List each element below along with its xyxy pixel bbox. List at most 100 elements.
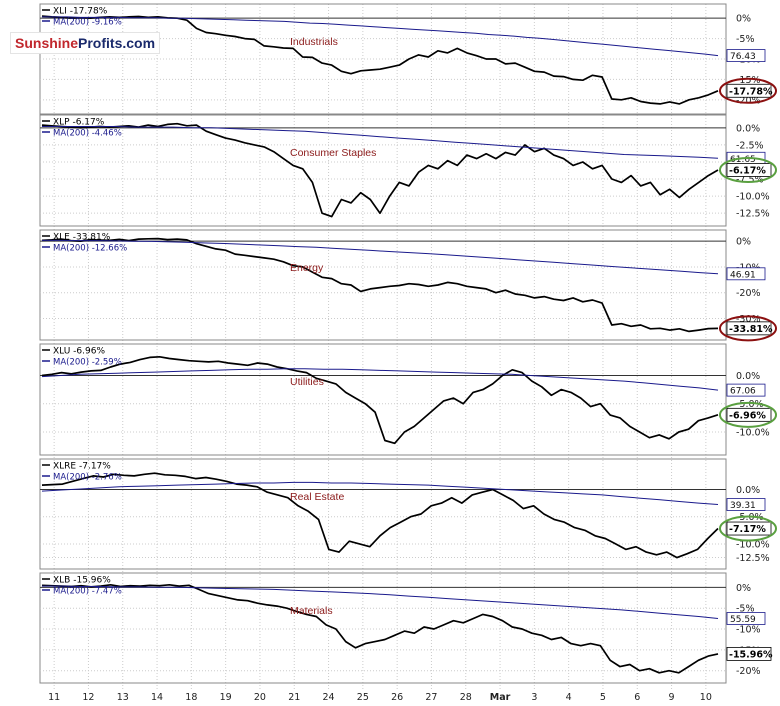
y-tick-label: -7.5% bbox=[736, 175, 764, 186]
panel-title: Materials bbox=[290, 605, 333, 617]
price-series-line bbox=[41, 15, 719, 105]
y-tick-label: -20% bbox=[736, 666, 761, 677]
x-tick-label: 6 bbox=[634, 692, 640, 702]
price-series-line bbox=[41, 355, 719, 445]
y-tick-label: 0.0% bbox=[736, 123, 760, 134]
x-tick-label: 5 bbox=[600, 692, 606, 702]
price-last-pct: -15.96% bbox=[729, 649, 773, 660]
panel-frame bbox=[39, 114, 727, 227]
price-last-pct: -33.81% bbox=[729, 324, 773, 335]
ma-last-value-box bbox=[726, 267, 766, 281]
price-series-line bbox=[41, 472, 719, 559]
price-last-value-box bbox=[726, 407, 772, 422]
panel-frame bbox=[39, 572, 727, 684]
brand-logo: SunshineProfits.com bbox=[10, 32, 161, 54]
y-tick-label: -5.0% bbox=[736, 399, 764, 410]
y-tick-label: -10.0% bbox=[736, 428, 770, 439]
x-tick-label: 27 bbox=[425, 692, 437, 702]
y-tick-label: 0.0% bbox=[736, 485, 760, 496]
red-highlight-circle bbox=[719, 77, 777, 104]
ma-last-value-box bbox=[726, 612, 766, 625]
panel-title: Consumer Staples bbox=[290, 147, 376, 159]
x-tick-label: 13 bbox=[117, 692, 129, 702]
y-tick-label: -10% bbox=[736, 625, 761, 636]
price-last-pct: -7.17% bbox=[729, 524, 766, 535]
x-tick-label: 28 bbox=[460, 692, 472, 702]
price-last-pct: -17.78% bbox=[729, 86, 773, 97]
y-tick-label: -12.5% bbox=[736, 209, 770, 220]
ma-last-price: 61.65 bbox=[730, 155, 756, 165]
y-tick-label: -5% bbox=[736, 604, 755, 615]
legend-ma-label: MA(200) -4.46% bbox=[53, 129, 122, 139]
x-tick-label: 18 bbox=[185, 692, 197, 702]
ma200-series-line bbox=[41, 481, 719, 505]
y-tick-label: 0% bbox=[736, 14, 751, 25]
x-tick-label: 26 bbox=[391, 692, 403, 702]
legend-price-label: XLE -33.81% bbox=[53, 233, 111, 243]
ma-last-price: 55.59 bbox=[730, 615, 756, 625]
x-tick-label: 3 bbox=[531, 692, 537, 702]
y-tick-label: -20% bbox=[736, 288, 761, 299]
x-tick-label: 21 bbox=[288, 692, 300, 702]
y-tick-label: -5% bbox=[736, 34, 755, 45]
legend-price-label: XLP -6.17% bbox=[53, 118, 105, 128]
ma-last-price: 76.43 bbox=[730, 52, 756, 62]
x-tick-label: 12 bbox=[82, 692, 94, 702]
x-tick-label: 14 bbox=[151, 692, 163, 702]
y-tick-label: -12.5% bbox=[736, 553, 770, 564]
panel-title: Energy bbox=[290, 262, 324, 274]
price-last-value-box bbox=[726, 646, 772, 661]
y-tick-label: -5.0% bbox=[736, 512, 764, 523]
ma200-series-line bbox=[41, 368, 719, 391]
legend-ma-label: MA(200) -7.47% bbox=[53, 587, 122, 597]
legend-ma-label: MA(200) -12.66% bbox=[53, 244, 127, 254]
y-tick-label: -10.0% bbox=[736, 539, 770, 550]
ma-last-value-box bbox=[726, 498, 766, 511]
price-last-value-box bbox=[726, 163, 772, 177]
panel-title: Utilities bbox=[290, 376, 324, 388]
ma200-series-line bbox=[42, 585, 719, 619]
y-tick-label: 0% bbox=[736, 583, 751, 594]
ma200-series-line bbox=[42, 239, 719, 275]
y-tick-label: -10.0% bbox=[736, 192, 770, 203]
ma-last-value-box bbox=[726, 49, 766, 62]
x-tick-label: 24 bbox=[323, 692, 335, 702]
ma-last-price: 46.91 bbox=[730, 270, 756, 280]
price-series-line bbox=[41, 122, 719, 218]
legend-price-label: XLU -6.96% bbox=[53, 347, 105, 357]
ma200-series-line bbox=[42, 126, 719, 159]
legend-ma-label: MA(200) -2.76% bbox=[53, 473, 122, 483]
x-tick-label: 25 bbox=[357, 692, 369, 702]
legend-price-label: XLI -17.78% bbox=[53, 7, 108, 17]
price-series-line bbox=[41, 237, 719, 333]
legend-price-label: XLRE -7.17% bbox=[53, 462, 111, 472]
y-tick-label: -2.5% bbox=[736, 140, 764, 151]
price-last-pct: -6.96% bbox=[729, 410, 766, 421]
ma-last-price: 39.31 bbox=[730, 501, 756, 511]
y-tick-label: 0% bbox=[736, 237, 751, 248]
ma-last-value-box bbox=[726, 383, 766, 397]
red-highlight-circle bbox=[719, 315, 777, 342]
legend-price-label: XLB -15.96% bbox=[53, 576, 111, 586]
y-tick-label: 0.0% bbox=[736, 371, 760, 382]
ma200-series-line bbox=[42, 16, 719, 57]
ma-last-price: 67.06 bbox=[730, 387, 756, 397]
x-tick-label: 19 bbox=[220, 692, 232, 702]
brand-logo-part2: Profits.com bbox=[78, 35, 156, 51]
green-highlight-circle bbox=[719, 156, 777, 183]
y-tick-label: -30% bbox=[736, 314, 761, 325]
x-tick-label: 9 bbox=[669, 692, 675, 702]
panel-frame bbox=[39, 229, 727, 341]
x-tick-label: 4 bbox=[566, 692, 572, 702]
green-highlight-circle bbox=[719, 401, 777, 428]
panel-title: Industrials bbox=[290, 36, 338, 48]
panel-frame bbox=[39, 458, 727, 570]
price-last-value-box bbox=[726, 521, 772, 536]
y-tick-label: -20% bbox=[736, 95, 761, 106]
panel-title: Real Estate bbox=[290, 491, 344, 503]
x-tick-label: 11 bbox=[48, 692, 60, 702]
legend-ma-label: MA(200) -2.59% bbox=[53, 358, 122, 368]
brand-logo-part1: Sunshine bbox=[15, 35, 79, 51]
